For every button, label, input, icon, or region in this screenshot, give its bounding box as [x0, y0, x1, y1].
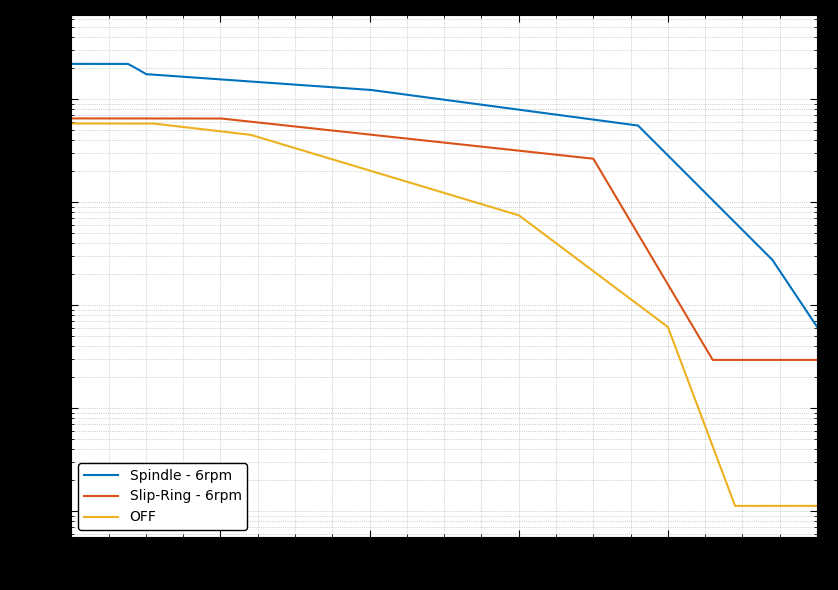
- Line: OFF: OFF: [72, 123, 817, 506]
- OFF: [812, 502, 822, 509]
- Slip-Ring - 6rpm: [623, 214, 633, 221]
- OFF: [623, 293, 633, 300]
- OFF: [67, 120, 77, 127]
- Slip-Ring - 6rpm: [202, 115, 212, 122]
- Spindle - 6rpm: [514, 106, 524, 113]
- OFF: [514, 212, 524, 219]
- OFF: [352, 163, 362, 170]
- Spindle - 6rpm: [202, 75, 212, 82]
- OFF: [730, 502, 740, 509]
- Slip-Ring - 6rpm: [707, 356, 717, 363]
- Spindle - 6rpm: [352, 86, 362, 93]
- Spindle - 6rpm: [680, 169, 690, 176]
- Line: Spindle - 6rpm: Spindle - 6rpm: [72, 64, 817, 327]
- Slip-Ring - 6rpm: [812, 356, 822, 363]
- OFF: [551, 240, 561, 247]
- OFF: [680, 368, 690, 375]
- Slip-Ring - 6rpm: [67, 115, 77, 122]
- Line: Slip-Ring - 6rpm: Slip-Ring - 6rpm: [72, 119, 817, 360]
- OFF: [202, 126, 212, 133]
- Spindle - 6rpm: [812, 323, 822, 330]
- Spindle - 6rpm: [551, 111, 561, 118]
- Slip-Ring - 6rpm: [514, 147, 524, 154]
- Spindle - 6rpm: [67, 60, 77, 67]
- Legend: Spindle - 6rpm, Slip-Ring - 6rpm, OFF: Spindle - 6rpm, Slip-Ring - 6rpm, OFF: [78, 463, 247, 530]
- Slip-Ring - 6rpm: [352, 130, 362, 137]
- Spindle - 6rpm: [623, 121, 633, 128]
- Slip-Ring - 6rpm: [680, 309, 690, 316]
- Slip-Ring - 6rpm: [551, 151, 561, 158]
